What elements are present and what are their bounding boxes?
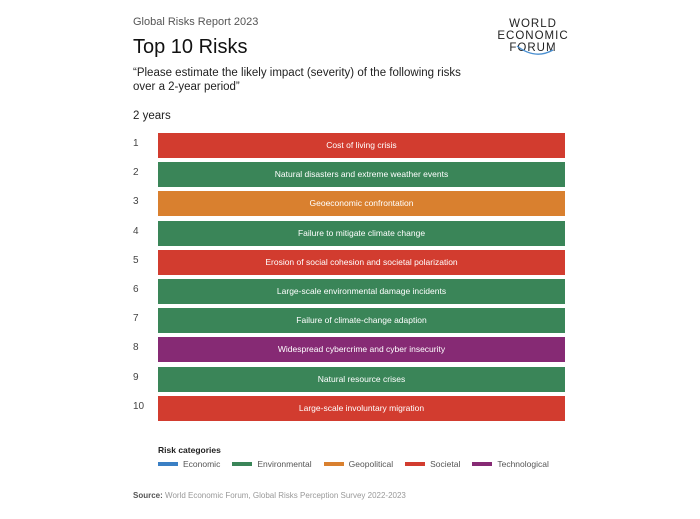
rank-number: 5 [133, 254, 139, 266]
logo-arc-icon [516, 45, 554, 55]
legend-swatch [323, 462, 344, 466]
risk-row: 9 Natural resource crises [133, 366, 565, 392]
risk-bar: Erosion of social cohesion and societal … [158, 249, 565, 275]
legend: Economic Environmental Geopolitical Societa… [158, 459, 549, 469]
report-subtitle: Global Risks Report 2023 [133, 16, 259, 28]
risk-bar: Geoeconomic confrontation [158, 191, 565, 217]
risk-row: 8 Widespread cybercrime and cyber insecur… [133, 337, 565, 363]
rank-number: 8 [133, 342, 139, 354]
legend-swatch [232, 462, 253, 466]
risk-bar: Widespread cybercrime and cyber insecuri… [158, 337, 565, 363]
risk-bar: Failure to mitigate climate change [158, 220, 565, 246]
risk-bar: Failure of climate-change adaption [158, 308, 565, 334]
rank-number: 9 [133, 371, 139, 383]
risk-row: 4 Failure to mitigate climate change [133, 220, 565, 246]
risk-row: 5 Erosion of social cohesion and societal… [133, 249, 565, 275]
survey-question: “Please estimate the likely impact (seve… [133, 67, 461, 93]
legend-label: Geopolitical [348, 459, 394, 469]
legend-item: Environmental [232, 459, 312, 469]
risk-row: 10 Large-scale involuntary migration [133, 395, 565, 421]
legend-swatch [405, 462, 426, 466]
risk-row: 6 Large-scale environmental damage incide… [133, 279, 565, 304]
rank-number: 6 [133, 284, 139, 295]
rank-number: 4 [133, 225, 139, 237]
legend-item: Technological [472, 459, 549, 469]
legend-item: Societal [405, 459, 460, 469]
risk-bar: Natural disasters and extreme weather ev… [158, 162, 565, 188]
risk-row: 1 Cost of living crisis [133, 133, 565, 158]
risk-bar: Natural resource crises [158, 366, 565, 392]
risk-bar: Large-scale environmental damage inciden… [158, 279, 565, 304]
rank-number: 3 [133, 196, 139, 208]
legend-label: Economic [183, 459, 221, 469]
legend-swatch [472, 462, 493, 466]
rank-number: 1 [133, 138, 139, 149]
legend-item: Economic [158, 459, 220, 469]
legend-label: Technological [497, 459, 549, 469]
source-text: World Economic Forum, Global Risks Perce… [165, 491, 406, 500]
risk-bar: Cost of living crisis [158, 133, 565, 158]
risk-row: 3 Geoeconomic confrontation [133, 191, 565, 217]
period-label: 2 years [133, 110, 171, 122]
wef-logo: WORLD ECONOMIC FORUM [493, 18, 573, 55]
legend-swatch [158, 462, 178, 466]
legend-label: Societal [430, 459, 461, 469]
source-label: Source: [133, 491, 163, 500]
risk-bar: Large-scale involuntary migration [158, 395, 565, 421]
legend-label: Environmental [257, 459, 312, 469]
page-title: Top 10 Risks [133, 36, 248, 58]
source-note: Source: World Economic Forum, Global Ris… [133, 491, 406, 500]
rank-number: 10 [133, 400, 145, 412]
legend-item: Geopolitical [323, 459, 394, 469]
risk-row: 7 Failure of climate-change adaption [133, 308, 565, 334]
rank-number: 7 [133, 313, 139, 325]
legend-title: Risk categories [158, 445, 221, 455]
risk-row: 2 Natural disasters and extreme weather e… [133, 162, 565, 188]
rank-number: 2 [133, 167, 139, 179]
